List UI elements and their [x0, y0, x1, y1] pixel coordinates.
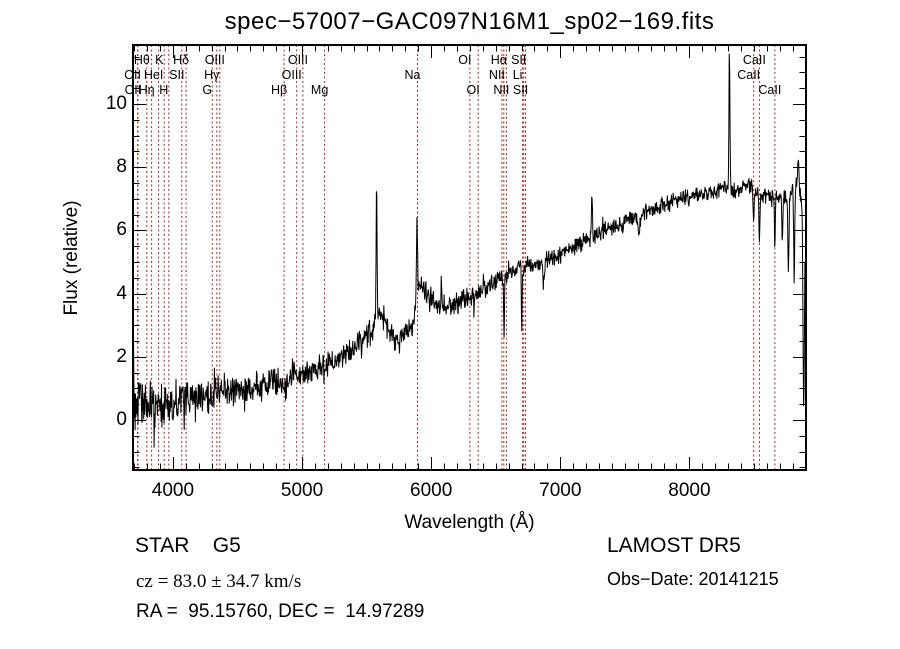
- spectral-line-label: Hθ: [133, 53, 150, 67]
- spectral-line-label: Hα: [490, 53, 507, 67]
- x-tick-label: 4000: [151, 480, 195, 501]
- spectral-line-label: NII: [493, 83, 510, 97]
- spectral-line-label: Hη: [138, 83, 155, 97]
- spectral-line-label: Li: [512, 68, 523, 82]
- x-tick-label: 5000: [280, 480, 324, 501]
- spectrum-flux-curve: [132, 53, 806, 448]
- spectral-line-label: Hδ: [173, 53, 190, 67]
- spectral-line-label: OIII: [204, 53, 225, 67]
- plot-frame: [132, 44, 807, 471]
- radial-velocity-text: cz = 83.0 ± 34.7 km/s: [136, 571, 302, 592]
- y-tick-label: 8: [116, 156, 127, 178]
- ra-dec-text: RA = 95.15760, DEC = 14.97289: [136, 601, 425, 622]
- x-axis-label: Wavelength (Å): [404, 512, 535, 533]
- spectral-line-label: CaII: [758, 83, 782, 97]
- plot-title: spec−57007−GAC097N16M1_sp02−169.fits: [224, 8, 715, 35]
- spectral-line-label: CaII: [737, 68, 761, 82]
- spectral-line-label: OI: [458, 53, 472, 67]
- y-tick-label: 6: [116, 219, 127, 241]
- x-tick-label: 8000: [668, 480, 711, 501]
- spectral-line-label: OIII: [281, 68, 302, 82]
- spectral-line-label: CaII: [742, 53, 766, 67]
- object-class-text: STAR G5: [135, 534, 241, 557]
- axis-ticks: [133, 45, 807, 470]
- y-tick-label: 4: [116, 282, 127, 304]
- spectral-line-label: OI: [466, 83, 480, 97]
- spectral-line-label: G: [202, 83, 213, 97]
- spectral-line-label: Mg: [310, 83, 329, 97]
- spectral-line-label: Hγ: [204, 68, 220, 82]
- spectral-line-label: OII: [124, 83, 142, 97]
- y-tick-label: 10: [105, 93, 127, 115]
- spectral-line-label: OII: [124, 68, 141, 82]
- spectral-line-label: K: [155, 53, 164, 67]
- spectral-line-label: HeI: [143, 68, 164, 82]
- x-tick-label: 7000: [539, 480, 582, 501]
- spectral-line-label: H: [159, 83, 169, 97]
- spectral-line-label: NII: [488, 68, 505, 82]
- spectral-line-label: Na: [404, 68, 421, 82]
- spectral-line-label: SII: [169, 68, 185, 82]
- spectral-line-label: OIII: [287, 53, 308, 67]
- y-tick-label: 2: [116, 345, 127, 367]
- spectral-line-label: SII: [512, 83, 529, 97]
- survey-release-text: LAMOST DR5: [607, 534, 741, 557]
- x-tick-label: 6000: [410, 480, 453, 501]
- y-axis-label: Flux (relative): [61, 200, 82, 316]
- spectral-line-label: SII: [511, 53, 527, 67]
- obs-date-text: Obs−Date: 20141215: [607, 569, 779, 589]
- spectral-line-label: Hβ: [270, 83, 288, 97]
- y-tick-label: 0: [116, 409, 127, 431]
